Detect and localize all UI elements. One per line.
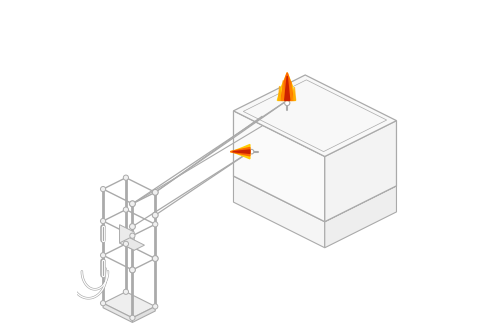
- Polygon shape: [285, 76, 290, 100]
- Polygon shape: [120, 225, 134, 250]
- Circle shape: [130, 267, 135, 273]
- Circle shape: [153, 256, 158, 261]
- Circle shape: [130, 201, 135, 207]
- Circle shape: [285, 100, 290, 106]
- Circle shape: [123, 175, 129, 180]
- Circle shape: [100, 186, 106, 192]
- Polygon shape: [103, 303, 132, 322]
- Polygon shape: [293, 87, 296, 100]
- Polygon shape: [233, 176, 325, 248]
- Circle shape: [153, 304, 158, 309]
- Circle shape: [249, 149, 254, 154]
- Polygon shape: [230, 144, 250, 159]
- Polygon shape: [103, 292, 155, 318]
- Polygon shape: [278, 86, 281, 100]
- Circle shape: [152, 256, 158, 261]
- Circle shape: [130, 315, 135, 320]
- Circle shape: [100, 301, 106, 306]
- Circle shape: [100, 253, 106, 258]
- Polygon shape: [281, 73, 293, 100]
- Polygon shape: [233, 140, 396, 222]
- Circle shape: [130, 267, 135, 273]
- Polygon shape: [120, 238, 144, 250]
- Circle shape: [153, 190, 158, 195]
- Polygon shape: [282, 81, 285, 100]
- Circle shape: [100, 218, 106, 224]
- Polygon shape: [233, 111, 325, 222]
- Circle shape: [123, 207, 129, 212]
- Polygon shape: [132, 306, 155, 322]
- Circle shape: [152, 212, 158, 218]
- Polygon shape: [233, 75, 396, 156]
- Polygon shape: [277, 73, 295, 100]
- Polygon shape: [230, 147, 250, 156]
- Polygon shape: [290, 82, 292, 100]
- Circle shape: [152, 189, 158, 195]
- Circle shape: [123, 289, 129, 294]
- Circle shape: [130, 224, 135, 230]
- Circle shape: [130, 201, 135, 206]
- Circle shape: [123, 241, 129, 246]
- Polygon shape: [325, 186, 396, 248]
- Circle shape: [130, 233, 135, 238]
- Circle shape: [153, 222, 158, 227]
- Polygon shape: [325, 121, 396, 222]
- Polygon shape: [233, 150, 250, 153]
